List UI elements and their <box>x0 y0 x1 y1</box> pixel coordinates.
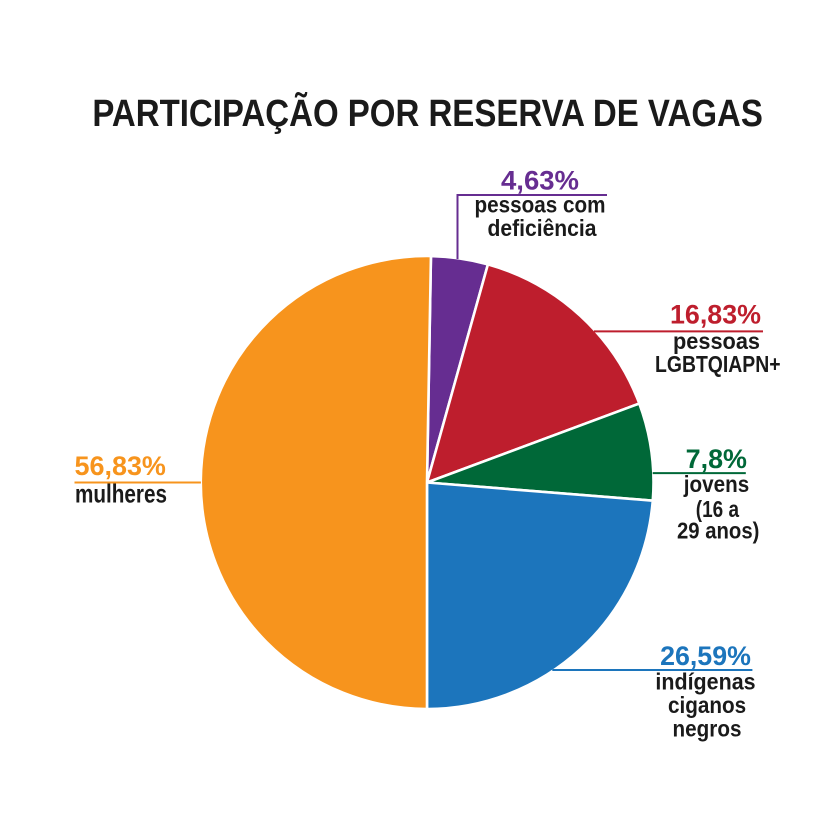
svg-text:LGBTQIAPN+: LGBTQIAPN+ <box>655 351 781 377</box>
svg-text:ciganos: ciganos <box>668 692 746 718</box>
svg-text:(16 a: (16 a <box>696 496 739 522</box>
svg-text:indígenas: indígenas <box>655 668 755 694</box>
svg-text:pessoas com: pessoas com <box>475 191 606 217</box>
svg-text:negros: negros <box>673 715 742 741</box>
svg-text:pessoas: pessoas <box>673 328 760 354</box>
svg-text:PARTICIPAÇÃO POR RESERVA DE VA: PARTICIPAÇÃO POR RESERVA DE VAGAS <box>92 91 763 135</box>
svg-text:7,8%: 7,8% <box>686 444 747 474</box>
svg-text:4,63%: 4,63% <box>501 166 579 196</box>
svg-text:29 anos): 29 anos) <box>677 518 759 544</box>
svg-text:jovens: jovens <box>683 471 749 497</box>
svg-text:26,59%: 26,59% <box>660 641 751 671</box>
svg-text:56,83%: 56,83% <box>75 451 166 481</box>
svg-text:16,83%: 16,83% <box>670 300 761 330</box>
svg-text:mulheres: mulheres <box>75 478 167 508</box>
svg-text:deficiência: deficiência <box>488 215 597 241</box>
